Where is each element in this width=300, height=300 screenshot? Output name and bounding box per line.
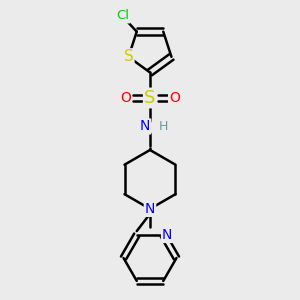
Text: N: N [162, 228, 172, 242]
Text: O: O [120, 91, 131, 105]
Text: S: S [144, 89, 156, 107]
Text: H: H [159, 120, 168, 133]
Text: Cl: Cl [116, 9, 130, 22]
Text: N: N [140, 119, 150, 134]
Text: N: N [145, 202, 155, 216]
Text: S: S [124, 50, 134, 64]
Text: O: O [169, 91, 180, 105]
